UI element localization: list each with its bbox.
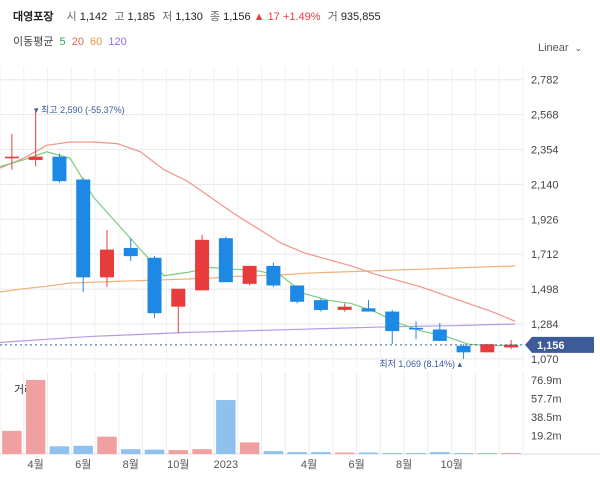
max-price-label: ▾ 최고 2,590 (-55.37%): [34, 105, 125, 115]
volume-bar: [501, 453, 521, 454]
volume-bar: [239, 442, 260, 454]
candle-body: [4, 156, 19, 159]
y-tick-label: 1,712: [531, 249, 559, 261]
ma60-legend[interactable]: 60: [90, 36, 103, 48]
ma5-legend[interactable]: 5: [59, 36, 66, 48]
volume-bar: [2, 430, 22, 454]
x-tick-label: 4월: [28, 458, 44, 471]
candle-body: [28, 156, 43, 160]
open-label: 시: [66, 11, 77, 23]
close-label: 종: [209, 11, 221, 23]
candle-body: [480, 344, 495, 353]
change-value: 17: [267, 11, 280, 23]
candle-body: [290, 285, 305, 302]
candle-body: [313, 300, 328, 310]
volume-tick-label: 57.7m: [531, 393, 562, 405]
y-tick-label: 2,140: [531, 179, 559, 191]
volume-bar: [216, 400, 236, 454]
candle-body: [242, 265, 257, 284]
volume-bar: [382, 453, 402, 454]
ma20-legend[interactable]: 20: [71, 36, 84, 48]
x-tick-label: 8월: [123, 458, 139, 471]
ma120-legend[interactable]: 120: [108, 36, 127, 48]
candle-body: [361, 308, 376, 312]
change-percent: +1.49%: [282, 11, 321, 23]
volume-bar: [406, 453, 426, 454]
chevron-down-icon: ⌄: [574, 43, 583, 53]
volume-bar: [121, 449, 141, 454]
candle-body: [337, 306, 352, 310]
candle-body: [218, 238, 233, 283]
volume-bar: [73, 445, 93, 454]
volume-value: 935,855: [340, 11, 381, 23]
volume-bar: [334, 452, 355, 454]
scale-dropdown[interactable]: Linear ⌄: [538, 42, 582, 54]
min-price-label: 최저 1,069 (8.14%) ▴: [379, 359, 462, 369]
ma-legend-label: 이동평균: [13, 36, 54, 48]
ma120-line: [0, 323, 516, 344]
moving-average-legend[interactable]: 이동평균 5 20 60 120: [13, 33, 127, 49]
candle-body: [432, 329, 447, 341]
volume-tick-label: 76.9m: [531, 375, 562, 387]
y-tick-label: 1,070: [531, 354, 559, 366]
y-tick-label: 2,782: [531, 75, 559, 87]
candle-body: [456, 345, 471, 353]
candle-body: [171, 288, 186, 307]
change-arrow-icon: ▲: [253, 11, 265, 23]
scale-mode-label: Linear: [538, 42, 569, 54]
candle-body: [504, 344, 519, 348]
x-tick-label: 10월: [167, 458, 189, 471]
volume-tick-label: 19.2m: [531, 431, 562, 443]
volume-bar: [287, 452, 307, 454]
y-tick-label: 2,568: [531, 110, 559, 122]
current-price-badge: [525, 336, 594, 353]
volume-bar: [358, 452, 379, 454]
y-tick-label: 1,284: [531, 319, 559, 331]
volume-label: 거: [327, 11, 338, 23]
current-price-label: 1,156: [537, 340, 565, 352]
x-tick-label: 6월: [75, 458, 91, 471]
ma20-line: [0, 141, 516, 322]
volume-bar: [144, 449, 165, 454]
high-value: 1,185: [127, 11, 156, 23]
y-tick-label: 1,498: [531, 284, 559, 296]
x-tick-label: 10월: [441, 458, 463, 471]
x-tick-label: 6월: [348, 458, 364, 471]
x-tick-label: 4월: [301, 458, 317, 471]
volume-bar: [453, 453, 474, 454]
volume-bar: [311, 452, 331, 454]
x-tick-label: 8월: [396, 458, 412, 471]
volume-bar: [192, 449, 212, 454]
candle-body: [266, 265, 281, 286]
candle-body: [409, 327, 424, 330]
y-tick-label: 2,354: [531, 145, 559, 157]
candle-body: [195, 239, 210, 291]
candle-body: [76, 179, 91, 278]
high-label: 고: [114, 11, 125, 23]
volume-bar: [263, 451, 284, 454]
volume-tick-label: 38.5m: [531, 412, 562, 424]
y-tick-label: 1,926: [531, 214, 559, 226]
x-tick-label: 2023: [214, 459, 238, 471]
volume-bar: [49, 446, 70, 454]
volume-bar: [430, 452, 450, 454]
low-label: 저: [162, 11, 173, 23]
close-value: 1,156: [223, 11, 251, 23]
quote-header: 대영포장 시 1,142 고 1,185 저 1,130 종 1,156 ▲ 1…: [13, 8, 381, 24]
open-value: 1,142: [79, 11, 108, 23]
volume-bar: [25, 379, 46, 454]
volume-bar: [168, 450, 189, 454]
candle-body: [52, 156, 67, 182]
candle-body: [99, 249, 114, 278]
candle-body: [147, 257, 162, 314]
stock-name: 대영포장: [13, 11, 54, 23]
candle-body: [385, 311, 400, 332]
volume-bar: [477, 453, 498, 454]
volume-bar: [97, 436, 117, 454]
ma60-line: [0, 265, 516, 293]
candle-body: [123, 247, 138, 257]
low-value: 1,130: [175, 11, 203, 23]
